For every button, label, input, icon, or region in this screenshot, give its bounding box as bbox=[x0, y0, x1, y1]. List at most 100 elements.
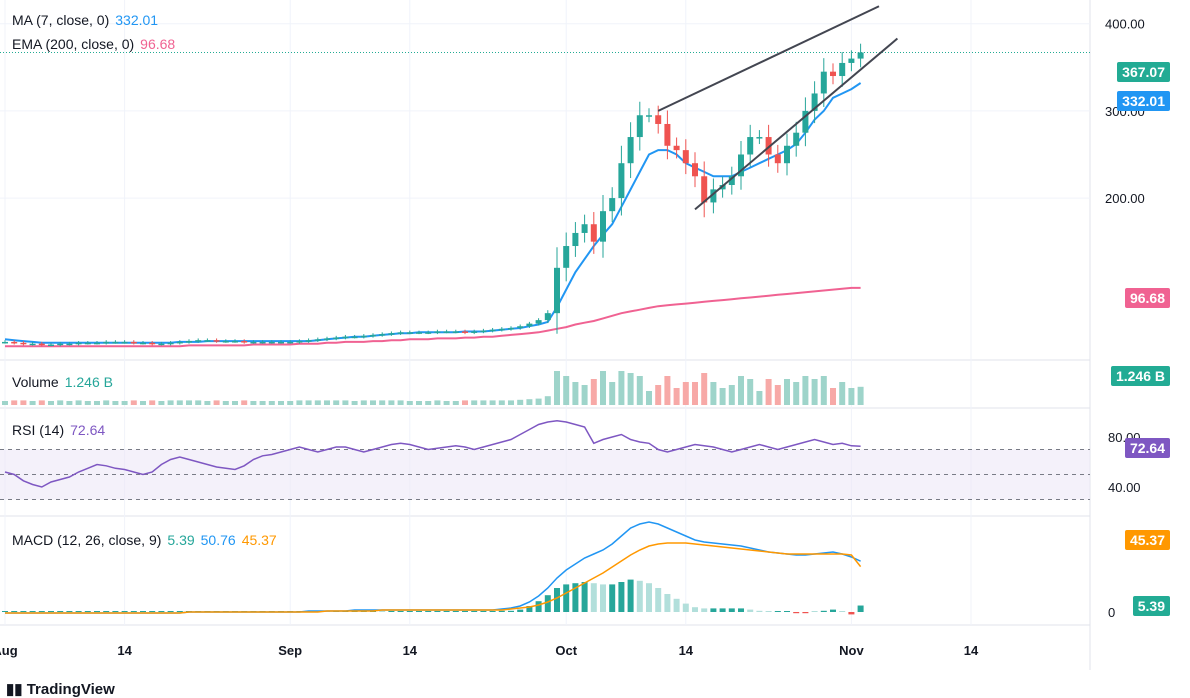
volume-bar bbox=[636, 376, 643, 405]
macd-histogram-bar bbox=[765, 611, 772, 612]
x-axis-label: 14 bbox=[403, 643, 418, 658]
volume-bar bbox=[268, 401, 275, 405]
volume-bar bbox=[84, 401, 91, 405]
macd-histogram-bar bbox=[784, 611, 790, 612]
macd-histogram-bar bbox=[563, 584, 570, 612]
candle-body bbox=[600, 211, 606, 242]
macd-histogram-bar bbox=[535, 601, 542, 612]
candle-body bbox=[572, 232, 579, 247]
volume-bar bbox=[489, 400, 496, 405]
macd-histogram-bar bbox=[554, 588, 560, 612]
ema-legend-label: EMA (200, close, 0) bbox=[12, 36, 135, 52]
candle-body bbox=[526, 323, 533, 327]
candle-body bbox=[664, 123, 671, 146]
volume-bar bbox=[379, 400, 386, 405]
candle-body bbox=[738, 154, 744, 177]
x-axis-label: Oct bbox=[555, 643, 577, 658]
volume-bar bbox=[94, 401, 100, 405]
volume-bar bbox=[140, 401, 146, 405]
volume-bar bbox=[186, 400, 192, 405]
volume-bar bbox=[75, 400, 82, 405]
volume-bar bbox=[11, 400, 18, 405]
macd-histogram-bar bbox=[397, 611, 404, 612]
macd-histogram-bar bbox=[793, 612, 800, 614]
candle-body bbox=[204, 340, 211, 342]
candle-body bbox=[655, 115, 662, 124]
macd-histogram-bar bbox=[839, 611, 846, 612]
volume-bar bbox=[581, 385, 588, 405]
ema-line bbox=[5, 286, 861, 348]
candle-body bbox=[535, 320, 542, 324]
volume-bar bbox=[664, 376, 671, 405]
macd-histogram-bar bbox=[811, 611, 818, 612]
volume-bar bbox=[452, 401, 459, 405]
candle-body bbox=[259, 341, 266, 344]
ma-line bbox=[4, 82, 862, 344]
ma-legend: MA (7, close, 0) 332.01 bbox=[12, 12, 164, 28]
candle-body bbox=[728, 176, 735, 185]
macd-histogram-bar bbox=[682, 603, 689, 612]
candle-body bbox=[830, 71, 836, 77]
candle-body bbox=[314, 339, 321, 341]
volume-bar bbox=[66, 401, 73, 405]
macd-histogram-bar bbox=[29, 611, 36, 612]
volume-bar bbox=[204, 401, 211, 405]
candle-body bbox=[232, 341, 238, 343]
macd-histogram-bar bbox=[701, 608, 708, 612]
candle-body bbox=[130, 341, 137, 344]
candle-body bbox=[195, 340, 202, 342]
candle-body bbox=[682, 150, 689, 164]
candle-body bbox=[84, 342, 91, 345]
macd-histogram-bar bbox=[434, 611, 441, 612]
rsi-legend-label: RSI (14) bbox=[12, 422, 65, 438]
candle-body bbox=[222, 341, 229, 343]
macd-legend-signal: 45.37 bbox=[241, 532, 277, 548]
candle-body bbox=[627, 137, 634, 164]
macd-histogram-bar bbox=[636, 580, 643, 612]
volume-bar bbox=[296, 400, 303, 405]
macd-histogram-bar bbox=[406, 611, 413, 612]
macd-histogram-bar bbox=[11, 611, 18, 612]
macd-histogram-bar bbox=[462, 611, 468, 612]
volume-legend-value: 1.246 B bbox=[64, 374, 113, 390]
volume-bar bbox=[48, 401, 54, 405]
x-axis-label: 14 bbox=[964, 643, 979, 658]
candle-body bbox=[241, 341, 248, 343]
candle-body bbox=[351, 336, 358, 339]
signal-line bbox=[5, 542, 862, 614]
macd-histogram-bar bbox=[572, 583, 579, 612]
volume-bar bbox=[848, 388, 855, 405]
volume-bar bbox=[121, 401, 128, 405]
macd-histogram-bar bbox=[471, 611, 478, 612]
macd-histogram-bar bbox=[498, 610, 505, 612]
macd-histogram-bar bbox=[627, 579, 634, 612]
macd-histogram-bar bbox=[176, 611, 183, 612]
volume-legend: Volume 1.246 B bbox=[12, 374, 119, 390]
candle-body bbox=[20, 342, 27, 345]
candle-body bbox=[29, 343, 36, 346]
macd-histogram-bar bbox=[544, 595, 551, 612]
volume-bar bbox=[655, 385, 662, 405]
macd-histogram-bar bbox=[692, 607, 698, 612]
volume-bar bbox=[701, 373, 708, 405]
candle-body bbox=[802, 110, 809, 133]
macd-histogram-bar bbox=[581, 582, 588, 612]
macd-histogram-bar bbox=[75, 611, 82, 612]
volume-bar bbox=[517, 399, 524, 405]
candle-body bbox=[839, 62, 846, 77]
volume-bar bbox=[250, 401, 257, 405]
volume-bar bbox=[130, 400, 137, 405]
macd-histogram-bar bbox=[158, 611, 165, 612]
volume-bar bbox=[719, 388, 726, 405]
candle-body bbox=[342, 336, 349, 339]
volume-bar bbox=[342, 400, 349, 405]
candle-body bbox=[590, 224, 597, 242]
macd-histogram-bar bbox=[646, 583, 652, 612]
volume-bar bbox=[314, 400, 321, 405]
candle-body bbox=[756, 137, 763, 139]
volume-bar bbox=[857, 386, 864, 405]
volume-bar bbox=[784, 379, 790, 405]
volume-bar bbox=[406, 401, 413, 405]
macd-tick-label: 0 bbox=[1108, 605, 1115, 620]
